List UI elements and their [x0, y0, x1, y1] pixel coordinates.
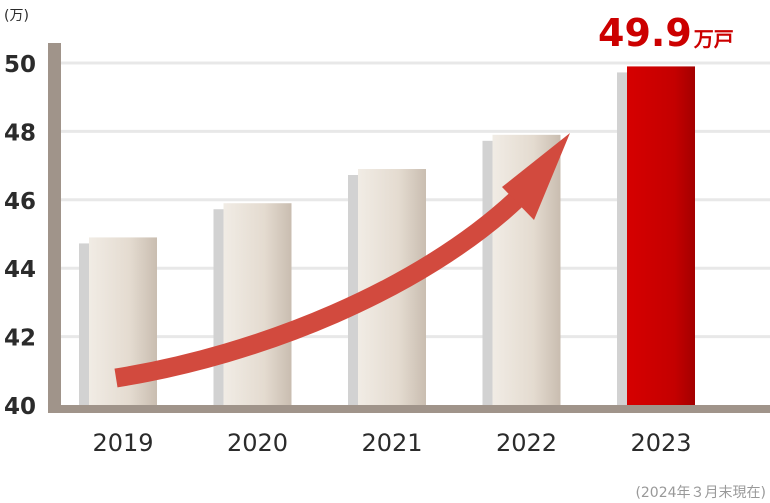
bar-highlight: [627, 66, 695, 406]
y-tick-label: 46: [4, 189, 36, 215]
y-tick-label: 50: [4, 52, 36, 78]
svg-text:49.9万戸: 49.9 万戸: [598, 11, 734, 55]
x-tick-label: 2020: [227, 429, 288, 457]
x-axis-line: [48, 405, 770, 413]
date-note: (2024年３月末現在): [635, 485, 766, 501]
highlight-label: 49.9 万戸: [598, 11, 734, 55]
y-axis-unit: (万): [4, 8, 29, 24]
y-tick-label: 44: [4, 257, 36, 283]
bar: [223, 203, 292, 405]
x-tick-label: 2021: [361, 429, 422, 457]
trend-arrow: [114, 133, 570, 388]
x-tick-label: 2019: [92, 429, 153, 457]
x-tick-label: 2022: [496, 429, 557, 457]
y-tick-label: 40: [4, 394, 36, 420]
highlight-value: 49.9: [598, 11, 692, 55]
x-axis-labels: 2019 2020 2021 2022 2023: [92, 429, 691, 457]
highlight-unit: 万戸: [693, 27, 734, 51]
y-axis-line: [48, 43, 61, 413]
bars: [79, 66, 695, 406]
y-axis-ticks: 40 42 44 46 48 50: [4, 52, 36, 420]
y-tick-label: 48: [4, 120, 36, 146]
x-tick-label: 2023: [630, 429, 691, 457]
y-tick-label: 42: [4, 326, 36, 352]
